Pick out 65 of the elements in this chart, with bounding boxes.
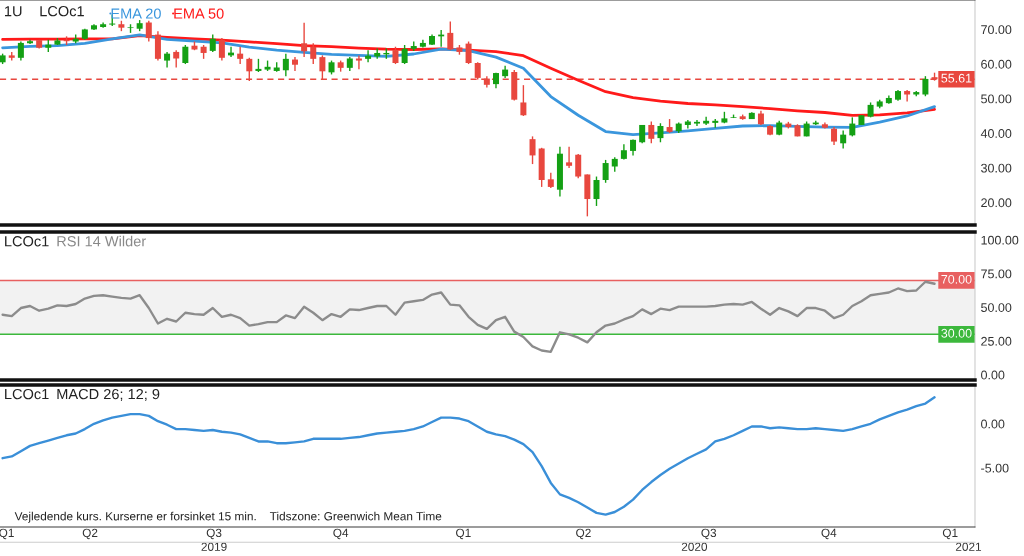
candlestick <box>566 146 573 169</box>
candlestick <box>648 120 655 145</box>
candlestick <box>465 40 472 65</box>
candlestick <box>310 42 317 65</box>
candlestick <box>237 46 244 65</box>
x-tick-label: Q2 <box>576 528 591 540</box>
candlestick <box>520 84 527 117</box>
y-tick-label: 0.00 <box>981 419 1005 429</box>
x-tick-label: Q2 <box>82 528 98 540</box>
candlestick <box>145 20 152 43</box>
x2-tick-label: 2020 <box>681 542 708 551</box>
line-series <box>1 33 936 137</box>
chart-title: 1U <box>5 6 22 17</box>
candlestick <box>657 122 664 143</box>
chart-title: LCOc1 <box>5 236 49 247</box>
x2-tick-label: 2021 <box>955 542 982 551</box>
candlestick <box>922 75 929 97</box>
candlestick <box>529 135 536 165</box>
y-tick-label: 0.00 <box>981 370 1005 380</box>
x2-tick-label: 2019 <box>201 542 227 551</box>
ref-line-label: 70.00 <box>941 274 972 284</box>
chart-subtitle: MACD 26; 12; 9 <box>57 388 160 401</box>
y-tick-label: 100.00 <box>981 235 1019 245</box>
candlestick <box>301 22 308 58</box>
candlestick <box>849 116 856 138</box>
y-tick-label: 20.00 <box>981 198 1012 208</box>
x-tick-label: Q4 <box>333 528 349 540</box>
y-tick-label: 50.00 <box>981 94 1012 104</box>
x-tick-label: Q3 <box>701 528 717 540</box>
chart-subtitle: LCOc1 <box>40 6 84 17</box>
y-tick-label: 70.00 <box>981 25 1012 35</box>
candlestick <box>602 159 609 184</box>
ref-line-label: 30.00 <box>941 328 972 338</box>
chart-title: LCOc1 <box>5 388 49 400</box>
candlestick <box>282 52 289 77</box>
candlestick <box>593 175 600 207</box>
candlestick <box>218 37 225 62</box>
annotation: Vejledende kurs. Kurserne er forsinket 15 min. Tidszone: Greenwich Mean Time <box>14 511 442 523</box>
y-tick-label: 50.00 <box>981 303 1012 312</box>
candlestick <box>575 153 582 179</box>
candlestick <box>291 56 298 72</box>
y-tick-label: 40.00 <box>980 129 1012 138</box>
x-tick-label: Q1 <box>942 528 958 540</box>
line-series <box>1 34 936 117</box>
candlestick <box>355 54 362 70</box>
legend-label: EMA 50 <box>174 8 224 19</box>
chart-subtitle: RSI 14 Wilder <box>57 235 146 247</box>
ref-line-label: 55.61 <box>941 73 972 83</box>
candlestick <box>182 44 189 65</box>
y-tick-label: 75.00 <box>981 269 1012 279</box>
y-tick-label: 30.00 <box>981 163 1012 173</box>
candlestick <box>401 44 408 65</box>
x-tick-label: Q1 <box>0 528 14 540</box>
x-tick-label: Q4 <box>821 528 837 540</box>
candlestick <box>365 49 372 64</box>
candlestick <box>447 20 454 51</box>
x-tick-label: Q1 <box>456 528 471 540</box>
candlestick <box>693 119 700 127</box>
y-tick-label: -5.00 <box>981 463 1009 473</box>
legend-label: EMA 20 <box>111 8 161 19</box>
y-tick-label: 60.00 <box>981 59 1012 69</box>
line-series <box>1 280 936 354</box>
candlestick <box>17 40 24 62</box>
y-tick-label: 25.00 <box>981 336 1012 346</box>
x-tick-label: Q3 <box>206 528 222 540</box>
